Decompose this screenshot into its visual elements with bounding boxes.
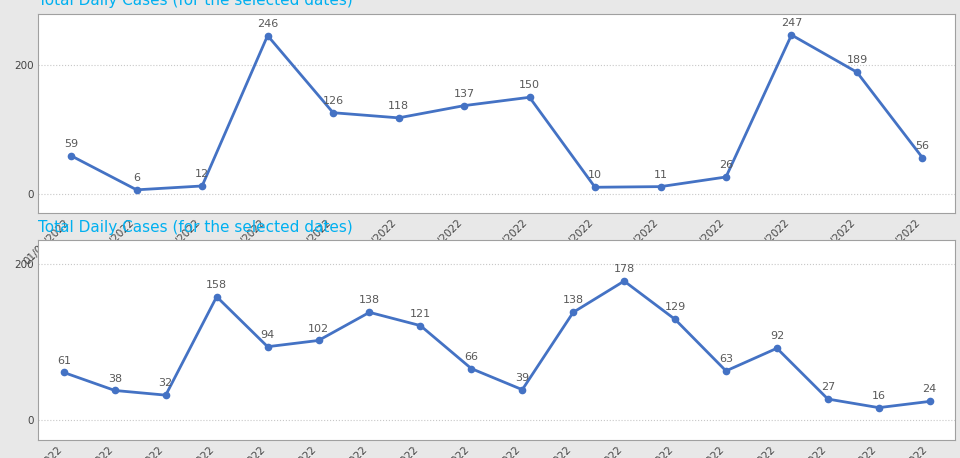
Text: 6: 6 bbox=[133, 173, 140, 183]
Text: 138: 138 bbox=[563, 295, 584, 305]
Text: 92: 92 bbox=[770, 331, 784, 341]
Text: 121: 121 bbox=[410, 309, 431, 319]
Text: 102: 102 bbox=[308, 323, 329, 333]
Text: 39: 39 bbox=[516, 373, 529, 383]
Text: Total Daily Cases (for the selected dates): Total Daily Cases (for the selected date… bbox=[38, 220, 353, 235]
Text: 26: 26 bbox=[719, 160, 733, 170]
Text: 247: 247 bbox=[780, 18, 803, 28]
Text: 94: 94 bbox=[260, 330, 275, 340]
Text: Total Daily Cases (for the selected dates): Total Daily Cases (for the selected date… bbox=[38, 0, 353, 8]
Text: 56: 56 bbox=[916, 141, 929, 151]
Text: 32: 32 bbox=[158, 378, 173, 388]
Text: 38: 38 bbox=[108, 374, 122, 383]
Text: 138: 138 bbox=[359, 295, 380, 305]
Text: 11: 11 bbox=[654, 169, 667, 180]
Text: 137: 137 bbox=[453, 89, 474, 98]
Text: 24: 24 bbox=[923, 384, 937, 394]
Text: 27: 27 bbox=[821, 382, 835, 392]
Text: 59: 59 bbox=[64, 139, 78, 149]
Text: 10: 10 bbox=[588, 170, 602, 180]
Text: 150: 150 bbox=[519, 80, 540, 90]
Text: 63: 63 bbox=[719, 354, 733, 364]
Text: 16: 16 bbox=[872, 391, 886, 401]
Text: 61: 61 bbox=[57, 355, 71, 365]
Text: 129: 129 bbox=[664, 302, 685, 312]
Text: 246: 246 bbox=[257, 19, 278, 29]
Text: 158: 158 bbox=[206, 280, 228, 290]
Text: 118: 118 bbox=[388, 101, 409, 111]
Text: 178: 178 bbox=[613, 264, 635, 274]
Text: 126: 126 bbox=[323, 96, 344, 106]
Text: 189: 189 bbox=[847, 55, 868, 65]
Text: 66: 66 bbox=[465, 352, 478, 362]
Text: 12: 12 bbox=[195, 169, 209, 179]
